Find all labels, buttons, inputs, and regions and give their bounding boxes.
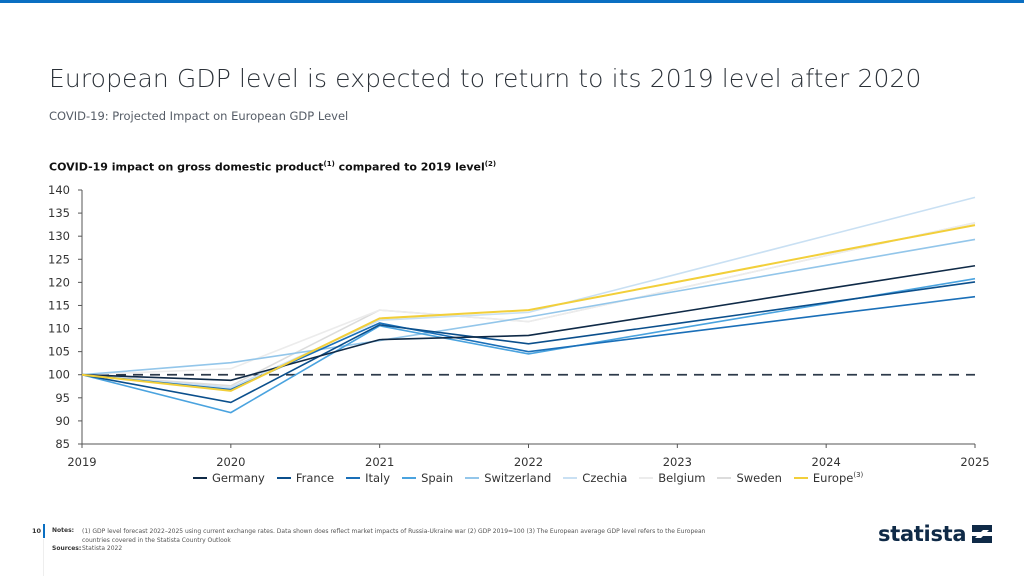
y-axis: 85 90 95 100 105 110 115 120 125 130 135 140 [48, 183, 83, 451]
y-tick-label: 140 [48, 183, 70, 197]
legend-item-czechia: Czechia [563, 471, 627, 485]
legend-swatch [717, 477, 732, 479]
legend-label: Sweden [736, 471, 782, 485]
legend-swatch [563, 477, 578, 479]
legend-label: Czechia [582, 471, 628, 485]
series-group [81, 196, 976, 414]
x-tick-label: 2023 [663, 455, 692, 469]
y-tick-label: 120 [48, 275, 70, 289]
x-tick-label: 2022 [514, 455, 543, 469]
x-tick-label: 2021 [365, 455, 394, 469]
legend-swatch [346, 477, 361, 479]
series-line-czechia [81, 196, 976, 389]
y-tick-label: 90 [55, 414, 70, 428]
y-tick-label: 135 [48, 206, 70, 220]
statista-logo-icon [972, 525, 993, 543]
sources-label: Sources: [52, 545, 82, 552]
legend-swatch [639, 477, 654, 479]
legend-swatch [276, 477, 291, 479]
series-line-germany [81, 264, 976, 382]
series-line-belgium [81, 222, 976, 376]
sources-text: Statista 2022 [82, 545, 123, 552]
legend-footnote: (3) [853, 471, 864, 480]
y-tick-label: 105 [48, 345, 70, 359]
y-tick-label: 100 [48, 368, 70, 382]
legend-item-sweden: Sweden [717, 471, 782, 485]
legend-item-italy: Italy [346, 471, 390, 485]
legend-swatch [465, 477, 480, 479]
page-title: European GDP level is expected to return… [49, 64, 922, 93]
y-tick-label: 125 [48, 252, 70, 266]
notes-text: (1) GDP level forecast 2022–2025 using c… [82, 528, 706, 544]
y-tick-label: 85 [55, 437, 70, 451]
page-divider [43, 539, 44, 576]
legend-item-switzerland: Switzerland [465, 471, 551, 485]
chart-title-part-1: COVID-19 impact on gross domestic produc… [49, 160, 324, 174]
x-axis: 2019 2020 2021 2022 2023 2024 2025 [67, 443, 990, 469]
x-tick-label: 2020 [216, 455, 245, 469]
chart-title: COVID-19 impact on gross domestic produc… [49, 160, 496, 174]
y-tick-label: 95 [55, 391, 70, 405]
x-tick-label: 2019 [67, 455, 96, 469]
series-line-switzerland [81, 238, 976, 376]
series-line-france [81, 281, 976, 404]
legend-item-germany: Germany [193, 471, 265, 485]
footer: 10 Notes: (1) GDP level forecast 2022–20… [0, 522, 1024, 576]
x-tick-label: 2024 [812, 455, 841, 469]
legend-item-france: France [276, 471, 335, 485]
legend-item-europe: Europe(3) [793, 471, 864, 485]
chart-title-footnote-2: (2) [484, 160, 497, 168]
y-tick-label: 110 [48, 322, 70, 336]
legend-item-spain: Spain [402, 471, 453, 485]
page-number: 10 [32, 527, 42, 535]
legend-label: Germany [212, 471, 265, 485]
chart-legend: Germany France Italy Spain Switzerland Czechi… [193, 471, 863, 485]
series-line-europe [81, 224, 976, 392]
legend-label: France [295, 471, 335, 485]
chart-title-footnote-1: (1) [323, 160, 335, 168]
series-line-spain [81, 277, 976, 414]
legend-label: Switzerland [484, 471, 552, 485]
notes-label: Notes: [52, 527, 75, 534]
series-line-sweden [81, 222, 976, 387]
legend-swatch [193, 477, 207, 479]
y-tick-label: 130 [48, 229, 70, 243]
legend-label: Belgium [658, 471, 706, 485]
top-accent-bar [0, 0, 1024, 3]
legend-label: Spain [421, 471, 454, 485]
y-tick-label: 115 [48, 298, 70, 312]
logo-text: statista [878, 522, 967, 546]
legend-item-belgium: Belgium [639, 471, 705, 485]
legend-swatch [793, 477, 808, 479]
legend-swatch [402, 477, 417, 479]
statista-logo: statista [878, 522, 993, 546]
legend-label: Italy [365, 471, 391, 485]
series-line-italy [81, 295, 976, 391]
legend-label: Europe(3) [812, 471, 864, 485]
page-accent-bar [43, 524, 45, 538]
page-subtitle: COVID-19: Projected Impact on European G… [49, 109, 349, 123]
chart-title-part-2: compared to 2019 level [334, 160, 485, 174]
x-tick-label: 2025 [960, 455, 989, 469]
